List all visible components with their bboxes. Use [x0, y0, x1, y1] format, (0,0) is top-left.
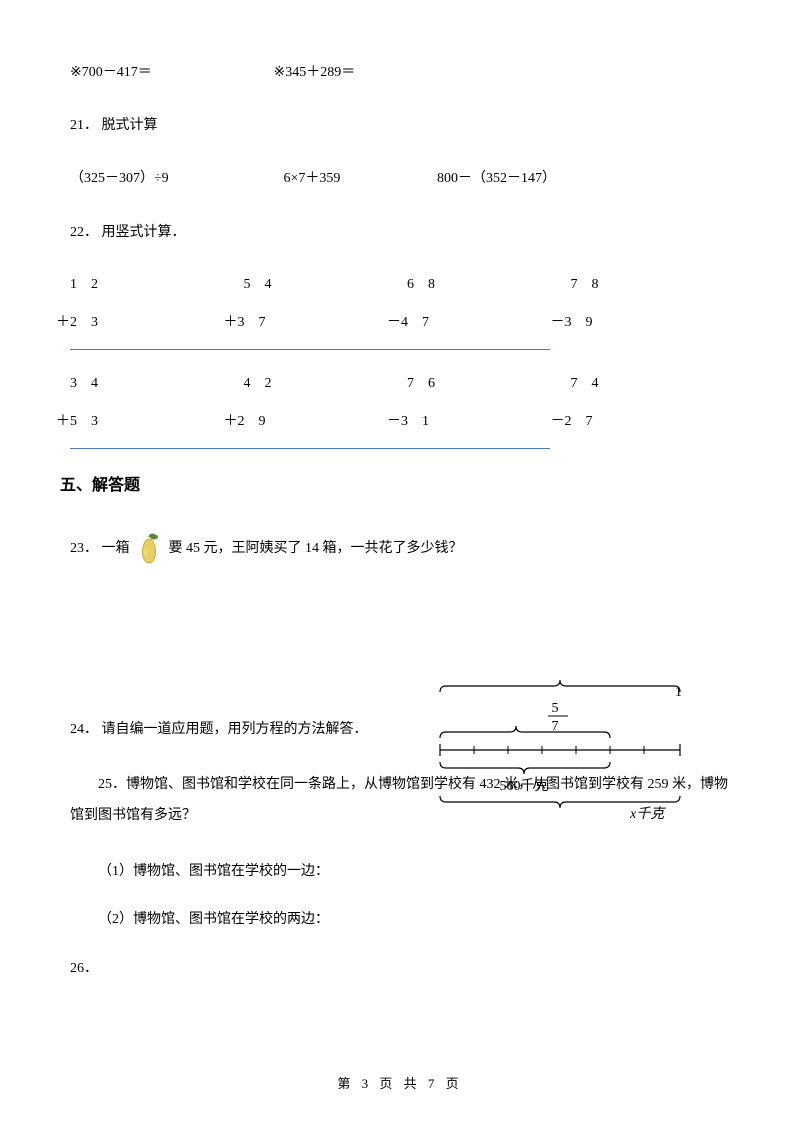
q24-number: 24．: [70, 722, 98, 737]
divider-1: [70, 349, 550, 350]
q22-row1-bot: ＋2 3 ＋3 7 －4 7 －3 9: [70, 311, 730, 331]
q22-title-text: 用竖式计算．: [102, 225, 186, 240]
q24-text: 请自编一道应用题，用列方程的方法解答．: [102, 722, 368, 737]
q21-expressions: （325－307）÷9 6×7＋359 800－（352－147）: [70, 166, 730, 191]
q21-title-text: 脱式计算: [102, 118, 158, 133]
q22-number: 22．: [70, 225, 98, 240]
divider-2: [70, 448, 550, 449]
diagram-one: 1: [675, 685, 682, 700]
q21-number: 21．: [70, 118, 98, 133]
q22-row2-bot: ＋5 3 ＋2 9 －3 1 －2 7: [70, 410, 730, 430]
top-expressions: ※700－417＝ ※345＋289＝: [70, 60, 730, 85]
q25-sub2: （2）博物馆、图书馆在学校的两边：: [98, 908, 730, 928]
q22-r2c1-bot: ＋5 3: [56, 410, 176, 430]
q23-before: 一箱: [102, 541, 130, 556]
q26: 26．: [70, 956, 730, 981]
q22-r1c1-top: 1 2: [70, 273, 190, 293]
q22-row1-top: 1 2 5 4 6 8 7 8: [70, 273, 730, 293]
q22-row2-top: 3 4 4 2 7 6 7 4: [70, 372, 730, 392]
q22-r1c1-bot: ＋2 3: [56, 311, 176, 331]
diagram-560: 560千克: [500, 778, 549, 794]
q22-r2c2-bot: ＋2 9: [224, 410, 334, 430]
q22-r1c3-top: 6 8: [407, 273, 517, 293]
expr-700-417: ※700－417＝: [70, 60, 270, 85]
q23-number: 23．: [70, 541, 98, 556]
q21-expr2: 6×7＋359: [284, 166, 434, 191]
q26-number: 26．: [70, 961, 98, 976]
q21-expr1: （325－307）÷9: [70, 166, 280, 191]
diagram-frac-num: 5: [552, 701, 559, 716]
q22-r2c4-top: 7 4: [571, 372, 599, 392]
pear-icon: [135, 531, 163, 567]
q22-r2c4-bot: －2 7: [551, 410, 593, 430]
q22-title: 22． 用竖式计算．: [70, 220, 730, 245]
q22-r2c3-top: 7 6: [407, 372, 517, 392]
q22-r2c3-bot: －3 1: [387, 410, 497, 430]
q22-r1c3-bot: －4 7: [387, 311, 497, 331]
q22-r1c2-bot: ＋3 7: [224, 311, 334, 331]
q22-r2c2-top: 4 2: [244, 372, 354, 392]
q23-after: 要 45 元，王阿姨买了 14 箱，一共花了多少钱？: [169, 541, 463, 556]
diagram-x: x千克: [629, 806, 666, 820]
q21-title: 21． 脱式计算: [70, 113, 730, 138]
q22-r1c4-bot: －3 9: [551, 311, 593, 331]
q22-r1c2-top: 5 4: [244, 273, 354, 293]
section-5-title: 五、解答题: [60, 471, 730, 495]
q22-r1c4-top: 7 8: [571, 273, 599, 293]
q25-sub1: （1）博物馆、图书馆在学校的一边：: [98, 860, 730, 880]
q22-r2c1-top: 3 4: [70, 372, 190, 392]
q25-number: 25．: [98, 777, 126, 792]
q21-expr3: 800－（352－147）: [437, 171, 556, 186]
page-footer: 第 3 页 共 7 页: [0, 1073, 800, 1092]
expr-345-289: ※345＋289＝: [274, 65, 356, 80]
q23: 23． 一箱 要 45 元，王阿姨买了 14 箱，一共花了多少钱？: [70, 531, 730, 567]
fraction-diagram: 1 5 7 560千克 x千克: [400, 680, 720, 825]
